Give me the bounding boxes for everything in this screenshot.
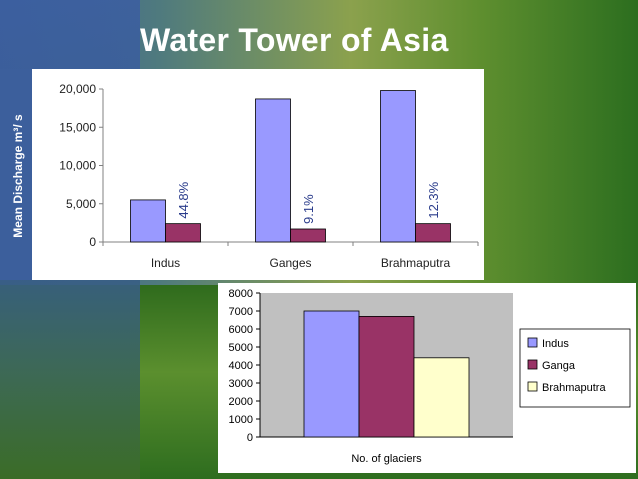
glaciers-legend-swatch [527, 359, 538, 370]
discharge-bar [290, 228, 326, 243]
glaciers-ytick-label: 2000 [229, 396, 253, 408]
discharge-chart: Mean Discharge m³/ s 0 5,000 10,000 15,000 2… [0, 69, 484, 280]
glaciers-legend-label: Brahmaputra [542, 382, 606, 394]
glaciers-chart-svg: 0 1000 2000 3000 4000 5000 6000 7000 8000 No. of… [229, 288, 631, 465]
discharge-percent-label: 12.3% [426, 181, 441, 218]
discharge-bar [130, 199, 166, 243]
discharge-bar [165, 223, 201, 243]
discharge-ytick-label: 15,000 [59, 120, 96, 134]
glaciers-legend-label: Ganga [542, 360, 576, 372]
glaciers-ytick-label: 1000 [229, 414, 253, 426]
glaciers-ytick-label: 3000 [229, 378, 253, 390]
discharge-chart-svg: Mean Discharge m³/ s 0 5,000 10,000 15,000 2… [0, 69, 479, 280]
glaciers-ytick-label: 4000 [229, 360, 253, 372]
ylabel-band [0, 69, 32, 280]
discharge-ytick-label: 20,000 [59, 82, 96, 96]
discharge-category-label: Brahmaputra [381, 256, 451, 270]
glaciers-ytick-label: 8000 [229, 288, 253, 300]
glaciers-legend-label: Indus [542, 338, 569, 350]
glaciers-legend: Indus Ganga Brahmaputra [519, 328, 631, 408]
discharge-ylabel: Mean Discharge m³/ s [11, 114, 25, 238]
glaciers-bar [413, 357, 470, 438]
glaciers-legend-swatch [527, 337, 538, 348]
glaciers-bar [358, 316, 415, 438]
glaciers-bar [303, 310, 360, 438]
discharge-percent-label: 9.1% [301, 194, 316, 224]
discharge-ytick-label: 10,000 [59, 159, 96, 173]
glaciers-chart: 0 1000 2000 3000 4000 5000 6000 7000 8000 No. of… [218, 283, 636, 473]
glaciers-ytick-label: 7000 [229, 306, 253, 318]
discharge-bar [255, 98, 291, 243]
glaciers-legend-swatch [527, 381, 538, 392]
glaciers-xlabel: No. of glaciers [351, 453, 422, 465]
discharge-bar [415, 223, 451, 243]
glaciers-ytick-label: 5000 [229, 342, 253, 354]
discharge-ytick-label: 0 [89, 235, 96, 249]
slide-title: Water Tower of Asia [140, 22, 449, 58]
glaciers-ytick-label: 0 [247, 432, 253, 444]
discharge-ytick-label: 5,000 [66, 197, 96, 211]
discharge-category-label: Indus [151, 256, 180, 270]
discharge-percent-label: 44.8% [176, 181, 191, 218]
glaciers-ytick-label: 6000 [229, 324, 253, 336]
discharge-bar [380, 90, 416, 243]
discharge-category-label: Ganges [269, 256, 311, 270]
